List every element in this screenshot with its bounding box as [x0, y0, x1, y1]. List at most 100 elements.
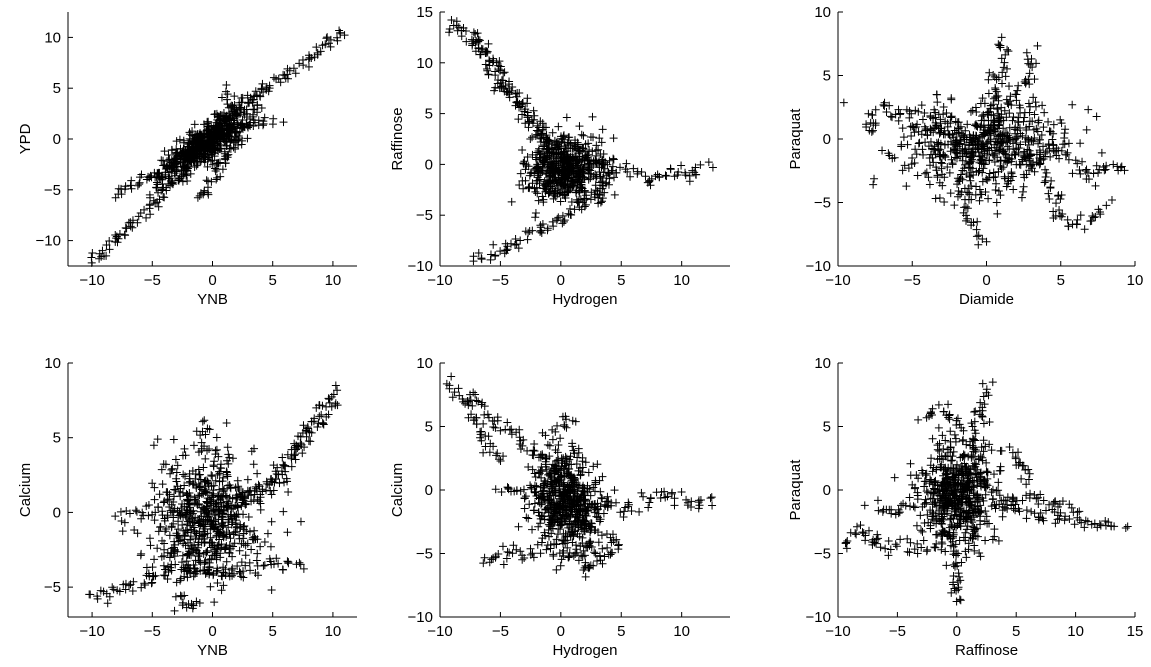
- scatter-point: [558, 135, 567, 144]
- scatter-point: [503, 483, 512, 492]
- y-tick-label: −5: [44, 182, 61, 199]
- scatter-point: [970, 459, 979, 468]
- scatter-point: [991, 84, 1000, 93]
- scatter-point: [551, 466, 560, 475]
- scatter-point: [287, 462, 296, 471]
- scatter-point: [575, 481, 584, 490]
- scatter-point: [229, 542, 238, 551]
- scatter-point: [159, 571, 168, 580]
- scatter-point: [205, 445, 214, 453]
- scatter-point: [966, 176, 975, 185]
- scatter-point: [520, 107, 529, 116]
- scatter-point: [515, 425, 524, 434]
- scatter-point: [299, 421, 308, 430]
- scatter-point: [604, 168, 613, 177]
- scatter-point: [982, 237, 991, 246]
- scatter-point: [559, 217, 568, 226]
- scatter-point: [153, 180, 162, 189]
- scatter-point: [196, 521, 205, 530]
- scatter-point: [635, 507, 644, 516]
- scatter-point: [970, 525, 979, 534]
- scatter-point: [564, 188, 573, 197]
- scatter-point: [862, 120, 871, 129]
- scatter-point: [256, 542, 265, 551]
- scatter-point: [247, 447, 256, 456]
- scatter-point: [507, 197, 516, 206]
- scatter-point: [942, 561, 951, 570]
- scatter-point: [479, 448, 488, 457]
- scatter-point: [568, 507, 577, 516]
- scatter-point: [568, 416, 577, 425]
- scatter-point: [984, 194, 993, 203]
- scatter-point: [222, 467, 231, 476]
- scatter-point: [1025, 80, 1034, 89]
- scatter-point: [170, 552, 179, 561]
- scatter-point: [225, 515, 234, 524]
- scatter-point: [696, 160, 705, 169]
- scatter-point: [989, 122, 998, 131]
- scatter-point: [917, 526, 926, 535]
- scatter-point: [921, 125, 930, 134]
- scatter-point: [455, 391, 464, 400]
- scatter-point: [903, 140, 912, 149]
- scatter-point: [596, 487, 605, 496]
- scatter-point: [1029, 125, 1038, 134]
- scatter-point: [533, 540, 542, 549]
- scatter-point: [588, 112, 597, 121]
- scatter-point: [545, 166, 554, 175]
- scatter-point: [538, 451, 547, 460]
- scatter-point: [203, 183, 212, 192]
- scatter-point: [976, 508, 985, 517]
- scatter-point: [213, 566, 222, 575]
- scatter-point: [596, 556, 605, 565]
- scatter-point: [624, 502, 633, 511]
- scatter-point: [511, 101, 520, 110]
- scatter-point: [978, 234, 987, 243]
- scatter-point: [215, 467, 224, 476]
- scatter-point: [933, 173, 942, 182]
- scatter-point: [985, 156, 994, 165]
- scatter-point: [541, 170, 550, 179]
- scatter-point: [122, 224, 131, 233]
- scatter-point: [967, 482, 976, 491]
- scatter-point: [126, 181, 135, 190]
- scatter-point: [950, 491, 959, 500]
- scatter-point: [183, 573, 192, 582]
- scatter-point: [946, 427, 955, 436]
- scatter-point: [589, 133, 598, 142]
- scatter-point: [523, 235, 532, 244]
- scatter-point: [559, 500, 568, 509]
- scatter-point: [959, 450, 968, 459]
- scatter-point: [548, 460, 557, 469]
- scatter-point: [148, 479, 157, 488]
- scatter-point: [591, 186, 600, 195]
- scatter-point: [221, 491, 230, 500]
- scatter-point: [545, 495, 554, 504]
- scatter-point: [926, 113, 935, 122]
- scatter-point: [552, 565, 561, 574]
- scatter-point: [960, 195, 969, 204]
- scatter-point: [1071, 156, 1080, 165]
- scatter-point: [1021, 153, 1030, 162]
- scatter-point: [985, 68, 994, 77]
- scatter-point: [553, 501, 562, 510]
- scatter-point: [254, 571, 263, 580]
- scatter-point: [185, 474, 194, 483]
- scatter-point: [964, 188, 973, 197]
- scatter-point: [609, 154, 618, 163]
- scatter-point: [582, 191, 591, 200]
- scatter-point: [696, 495, 705, 504]
- scatter-point: [581, 140, 590, 149]
- scatter-point: [189, 136, 198, 145]
- scatter-point: [573, 492, 582, 501]
- scatter-point: [868, 110, 877, 119]
- scatter-point: [941, 451, 950, 460]
- scatter-point: [939, 515, 948, 524]
- scatter-point: [1001, 50, 1010, 59]
- scatter-point: [973, 217, 982, 226]
- scatter-point: [646, 181, 655, 190]
- scatter-point: [946, 147, 955, 156]
- scatter-point: [1035, 160, 1044, 169]
- scatter-point: [612, 168, 621, 177]
